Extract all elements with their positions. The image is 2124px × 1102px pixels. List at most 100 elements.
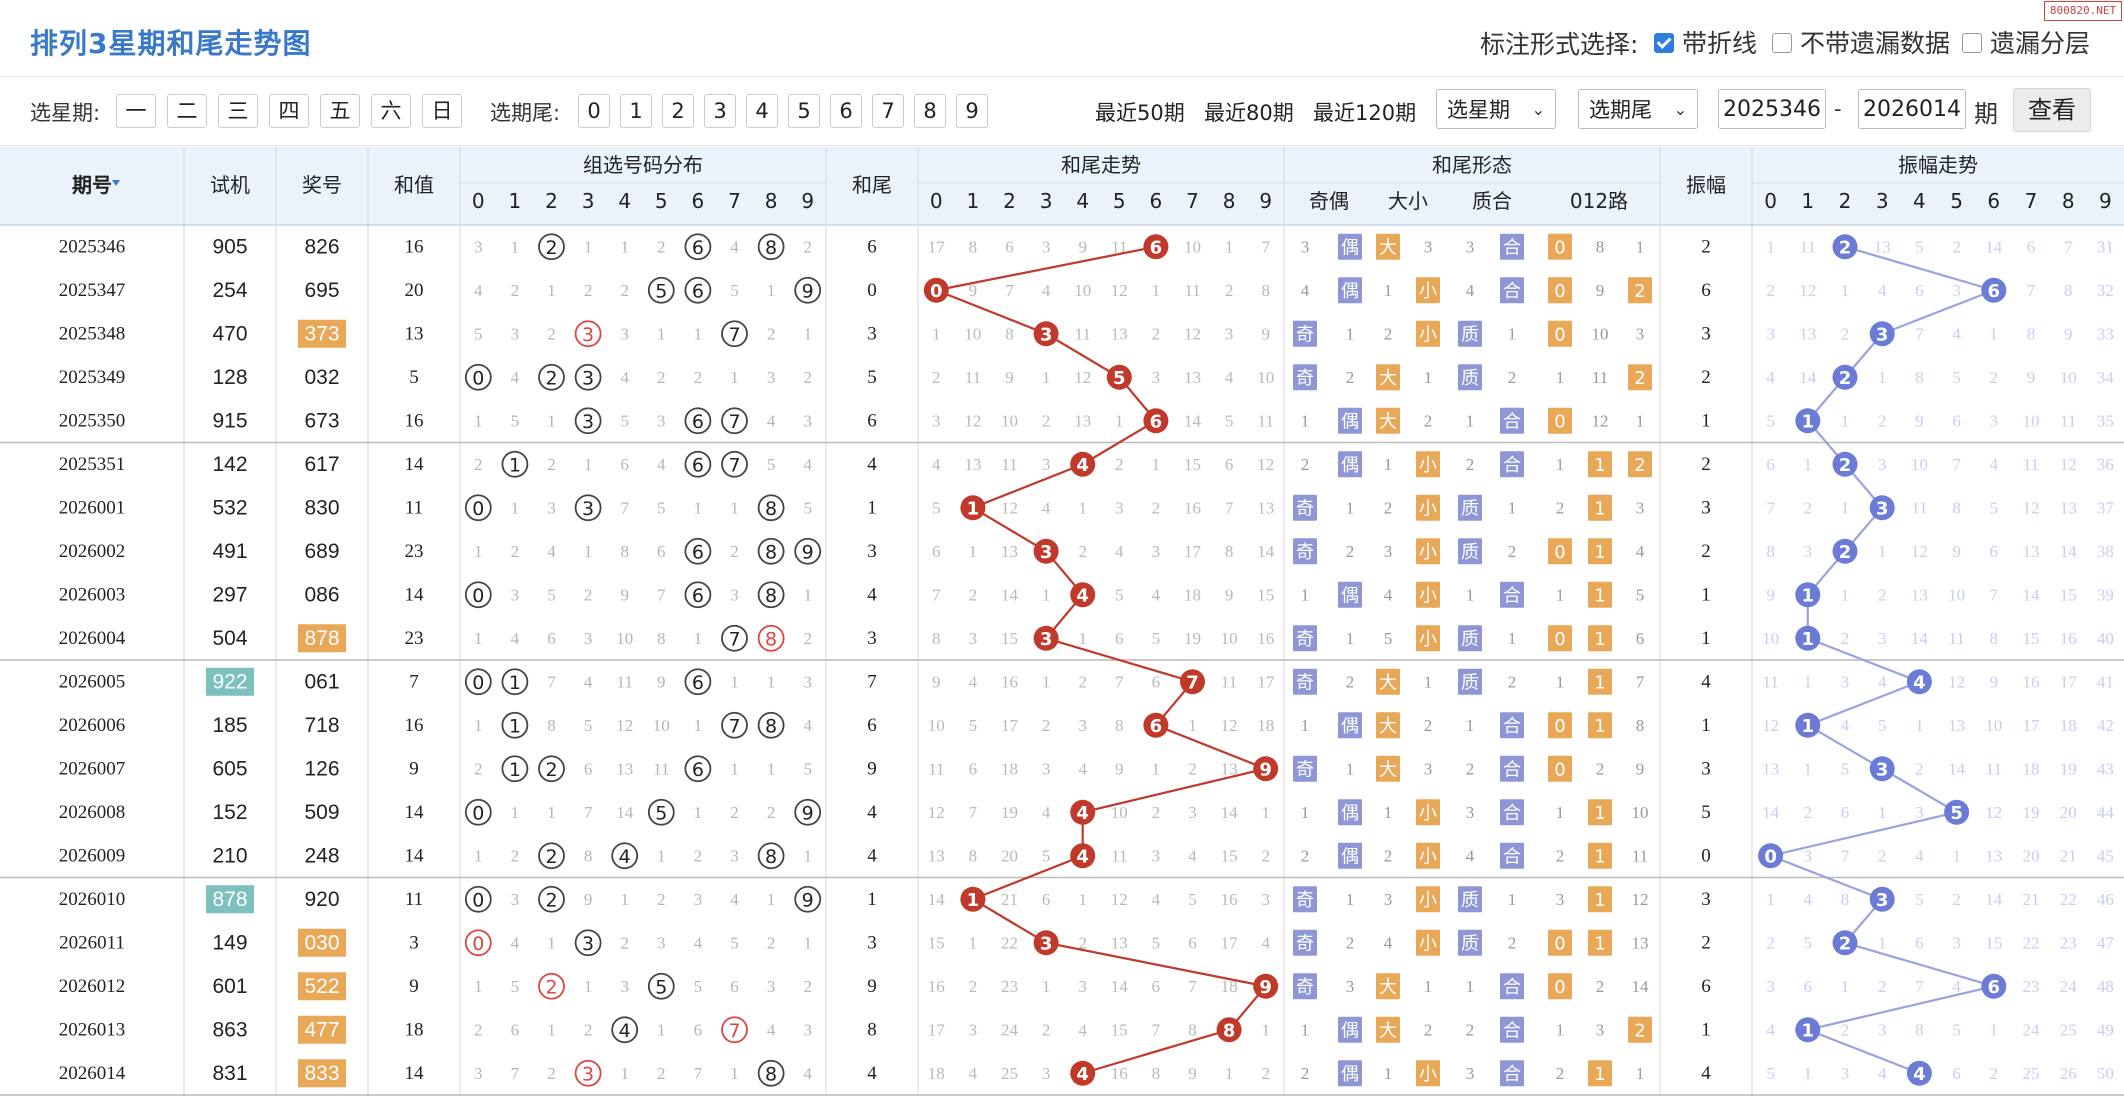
tail-button-3[interactable]: 3 (704, 94, 736, 128)
group-hit-circle (647, 972, 675, 1000)
amp-miss: 1 (1952, 846, 1961, 865)
tail-button-8[interactable]: 8 (914, 94, 946, 128)
tail-button-2[interactable]: 2 (662, 94, 694, 128)
amp-miss: 4 (1766, 368, 1775, 387)
period-from-input[interactable]: 2025346 (1718, 89, 1826, 129)
recent-120-link[interactable]: 最近120期 (1313, 101, 1417, 125)
route-tag-label: 0 (1554, 759, 1565, 780)
checkbox-label: 带折线 (1682, 29, 1758, 58)
route-tag (1588, 625, 1612, 652)
amp-miss: 8 (1952, 498, 1961, 517)
trend-miss: 19 (1184, 629, 1201, 648)
checkbox-checked-icon[interactable] (1654, 33, 1674, 53)
form-tag-label: 质 (1461, 890, 1479, 911)
tail-button-9[interactable]: 9 (956, 94, 988, 128)
route-tag-label: 0 (1554, 542, 1565, 563)
form-miss: 3 (1556, 890, 1565, 909)
trend-miss: 6 (1042, 890, 1051, 909)
group-repeat-circle (538, 972, 565, 1000)
trend-miss: 13 (1184, 368, 1201, 387)
amp-miss: 37 (2097, 498, 2115, 517)
trend-miss: 11 (1184, 281, 1200, 300)
amp-miss: 6 (2027, 237, 2036, 256)
tail-button-1[interactable]: 1 (620, 94, 652, 128)
group-miss: 11 (653, 759, 669, 778)
cell-tail: 3 (867, 541, 877, 562)
amp-miss: 5 (1841, 759, 1850, 778)
group-miss: 7 (584, 803, 593, 822)
cell-prize: 509 (304, 801, 339, 824)
period-to-input[interactable]: 2026014 (1858, 89, 1966, 129)
weekday-button-tue[interactable]: 二 (167, 94, 207, 128)
group-miss: 1 (730, 759, 739, 778)
weekday-button-fri[interactable]: 五 (320, 94, 360, 128)
trend-miss: 3 (1152, 846, 1161, 865)
weekday-button-sat[interactable]: 六 (371, 94, 411, 128)
trend-miss: 18 (928, 1064, 945, 1083)
group-miss: 3 (511, 324, 520, 343)
tail-button-4[interactable]: 4 (746, 94, 778, 128)
recent-80-link[interactable]: 最近80期 (1204, 101, 1294, 125)
group-miss: 1 (694, 716, 703, 735)
checkbox-unchecked-icon[interactable] (1772, 33, 1792, 53)
tail-trend-point-label: 3 (1040, 324, 1053, 345)
tail-button-7[interactable]: 7 (872, 94, 904, 128)
cell-sum: 13 (405, 323, 424, 344)
weekday-button-thu[interactable]: 四 (269, 94, 309, 128)
form-tag (1293, 755, 1317, 782)
tail-button-6[interactable]: 6 (830, 94, 862, 128)
amp-miss: 48 (2097, 977, 2114, 996)
weekday-select[interactable]: 选星期 ⌄ (1436, 89, 1556, 129)
tail-trend-point-label: 8 (1223, 1020, 1236, 1041)
form-miss: 1 (1384, 455, 1393, 474)
tail-button-5[interactable]: 5 (788, 94, 820, 128)
group-miss: 3 (474, 237, 483, 256)
form-tag (1293, 364, 1317, 391)
group-miss: 4 (547, 542, 556, 561)
recent-50-link[interactable]: 最近50期 (1095, 101, 1185, 125)
route-tag-label: 0 (1554, 237, 1565, 258)
form-tag (1338, 233, 1362, 260)
checkbox-miss-layer[interactable]: 遗漏分层 (1962, 24, 2090, 60)
group-hit-circle (721, 320, 748, 348)
weekday-button-mon[interactable]: 一 (116, 94, 156, 128)
tail-button-0[interactable]: 0 (578, 94, 610, 128)
checkbox-no-miss-data[interactable]: 不带遗漏数据 (1772, 24, 1950, 60)
group-miss: 2 (620, 933, 629, 952)
tail-trend-point (1106, 364, 1132, 390)
form-tag (1293, 886, 1317, 913)
form-tag-label: 奇 (1296, 672, 1314, 693)
header-digit: 6 (1987, 189, 2000, 213)
group-hit-circle (501, 711, 529, 739)
checkbox-unchecked-icon[interactable] (1962, 33, 1982, 53)
amp-miss: 7 (1990, 585, 1999, 604)
trend-miss: 3 (1078, 977, 1087, 996)
trend-miss: 20 (1001, 846, 1018, 865)
cell-amp: 3 (1701, 889, 1711, 910)
amp-trend-point (1832, 930, 1858, 956)
form-miss: 1 (1301, 1020, 1310, 1039)
trend-miss: 4 (1261, 933, 1270, 952)
trend-miss: 1 (969, 933, 978, 952)
amp-trend-point (1981, 973, 2007, 999)
form-miss: 12 (1632, 890, 1649, 909)
group-hit-circle (757, 494, 785, 522)
form-tag-label: 偶 (1341, 803, 1359, 824)
group-hit-circle (721, 450, 748, 478)
tail-select[interactable]: 选期尾 ⌄ (1578, 89, 1698, 129)
group-miss: 4 (657, 455, 666, 474)
amp-trend-point (1795, 712, 1821, 738)
weekday-button-wed[interactable]: 三 (218, 94, 258, 128)
cell-prize: 126 (304, 757, 339, 780)
route-tag-label: 2 (1634, 1020, 1645, 1041)
weekday-button-sun[interactable]: 日 (422, 94, 462, 128)
amp-miss: 1 (1915, 716, 1924, 735)
form-miss: 2 (1384, 846, 1393, 865)
checkbox-with-line[interactable]: 带折线 (1654, 24, 1757, 60)
query-button[interactable]: 查看 (2013, 88, 2091, 132)
trend-miss: 11 (1111, 846, 1127, 865)
trend-miss: 11 (1111, 237, 1127, 256)
form-miss: 2 (1346, 933, 1355, 952)
amp-miss: 17 (2023, 716, 2041, 735)
group-hit-circle (684, 668, 712, 696)
